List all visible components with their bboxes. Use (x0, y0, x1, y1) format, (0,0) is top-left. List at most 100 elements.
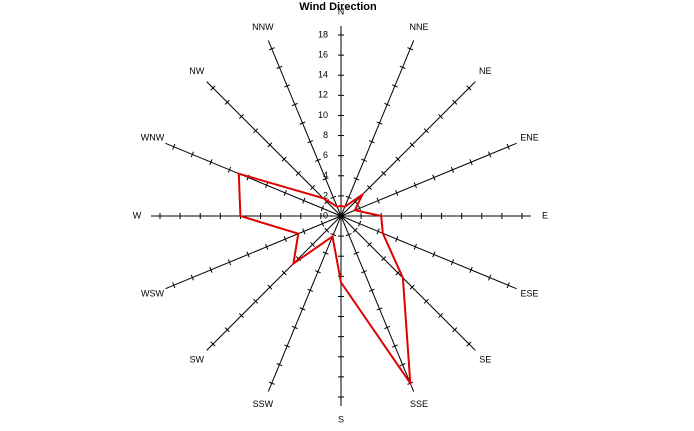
r-tick-label: 4 (323, 170, 328, 180)
tick-mark (438, 313, 444, 319)
tick-mark (322, 251, 329, 255)
tick-mark (281, 156, 287, 162)
tick-mark (210, 85, 216, 91)
axis-line (267, 40, 342, 217)
tick-mark (381, 170, 387, 176)
tick-mark (423, 128, 429, 134)
tick-mark (172, 143, 176, 150)
tick-mark (399, 65, 406, 69)
tick-mark (506, 282, 510, 289)
tick-mark (283, 189, 287, 196)
tick-mark (384, 325, 391, 330)
tick-mark (299, 121, 306, 125)
tick-mark (320, 220, 325, 227)
tick-mark (438, 113, 444, 119)
tick-mark (391, 344, 398, 348)
tick-mark (322, 177, 329, 181)
tick-mark (238, 313, 244, 319)
tick-mark (265, 182, 269, 189)
category-label: SE (479, 355, 491, 365)
tick-mark (227, 259, 232, 266)
tick-mark (310, 241, 316, 247)
tick-mark (281, 270, 287, 276)
tick-mark (345, 195, 352, 200)
tick-mark (407, 47, 414, 51)
tick-mark (361, 158, 368, 162)
tick-mark (330, 195, 337, 200)
tick-mark (268, 381, 275, 385)
tick-mark (450, 166, 455, 173)
tick-mark (409, 142, 415, 148)
tick-mark (314, 158, 321, 162)
axis-line (340, 40, 415, 217)
tick-mark (310, 185, 316, 191)
tick-mark (210, 341, 216, 347)
category-label: N (338, 6, 345, 16)
tick-mark (299, 307, 306, 311)
tick-mark (376, 197, 380, 204)
axis-line (340, 215, 476, 351)
category-label: SSW (253, 399, 274, 409)
r-tick-label: 0 (323, 210, 328, 220)
tick-mark (284, 84, 291, 88)
tick-mark (357, 220, 362, 227)
tick-mark (466, 85, 472, 91)
tick-mark (366, 185, 372, 191)
tick-mark (432, 251, 436, 258)
category-label: S (338, 414, 344, 424)
tick-mark (352, 227, 358, 233)
category-label: WNW (141, 132, 165, 142)
tick-mark (466, 341, 472, 347)
data-line (237, 172, 412, 387)
r-tick-label: 18 (318, 29, 328, 39)
tick-mark (291, 102, 298, 107)
r-tick-label: 10 (318, 110, 328, 120)
tick-mark (413, 182, 417, 189)
tick-mark (291, 325, 298, 330)
tick-mark (469, 266, 473, 273)
axis-line (206, 215, 342, 351)
tick-mark (314, 270, 321, 274)
tick-mark (265, 243, 269, 250)
tick-mark (368, 288, 375, 292)
category-label: SSE (410, 399, 428, 409)
tick-mark (432, 174, 436, 181)
tick-mark (469, 159, 473, 166)
r-tick-label: 6 (323, 150, 328, 160)
tick-mark (391, 84, 398, 88)
tick-mark (295, 170, 301, 176)
category-label: WSW (141, 288, 164, 298)
tick-mark (302, 197, 306, 204)
tick-mark (399, 363, 406, 367)
tick-mark (238, 113, 244, 119)
tick-mark (376, 121, 383, 125)
tick-mark (488, 151, 492, 158)
tick-mark (452, 327, 458, 333)
tick-mark (330, 232, 337, 237)
r-tick-label: 8 (323, 130, 328, 140)
category-label: ENE (520, 132, 539, 142)
r-tick-label: 2 (323, 190, 328, 200)
tick-mark (307, 140, 314, 144)
tick-mark (302, 228, 306, 235)
tick-mark (345, 232, 352, 237)
tick-mark (384, 102, 391, 107)
tick-mark (276, 65, 283, 69)
tick-mark (353, 251, 360, 255)
tick-mark (376, 307, 383, 311)
tick-mark (376, 228, 380, 235)
category-label: NW (189, 66, 204, 76)
tick-mark (395, 156, 401, 162)
axis-line (267, 215, 342, 392)
tick-mark (172, 282, 176, 289)
tick-mark (413, 243, 417, 250)
tick-mark (209, 159, 213, 166)
tick-mark (307, 288, 314, 292)
tick-mark (409, 284, 415, 290)
category-label: NNW (252, 22, 274, 32)
r-tick-label: 12 (318, 90, 328, 100)
tick-mark (224, 99, 230, 105)
tick-mark (190, 274, 194, 281)
category-label: ESE (520, 288, 538, 298)
axis-line (340, 215, 415, 392)
